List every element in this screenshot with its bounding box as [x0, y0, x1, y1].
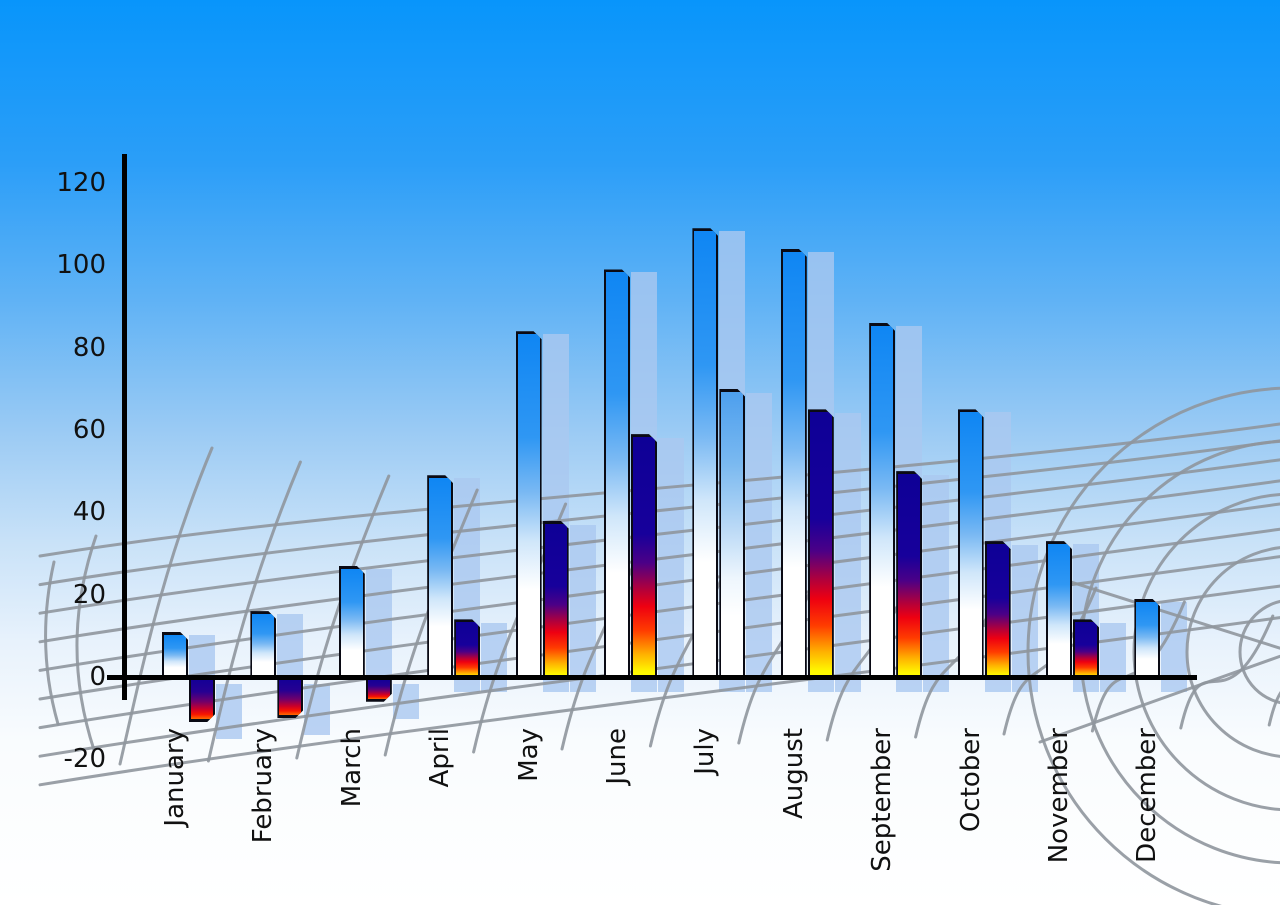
bar-february-series1 [250, 611, 276, 679]
bar-december-series1 [1134, 599, 1160, 679]
bar-april-series2 [454, 619, 480, 679]
bar-october-series2 [985, 541, 1011, 679]
bar-may-series2 [543, 521, 569, 679]
bar-july-series1 [692, 228, 718, 679]
bar-june-series2 [631, 434, 657, 679]
bar-august-series1 [781, 249, 807, 679]
bar-february-series2 [277, 680, 303, 718]
bar-november-series1 [1046, 541, 1072, 679]
bar-january-series1 [162, 632, 188, 679]
bar-march-series1 [339, 566, 365, 679]
bar-june-series1 [604, 269, 630, 679]
bar-july-series2 [719, 389, 745, 679]
bar-march-series2 [366, 680, 392, 702]
bar-may-series1 [516, 331, 542, 679]
bar-august-series2 [808, 409, 834, 679]
bar-april-series1 [427, 475, 453, 679]
y-axis-line [122, 154, 127, 700]
bar-november-series2 [1073, 619, 1099, 679]
bar-october-series1 [958, 409, 984, 679]
zero-line [107, 675, 1197, 680]
bar-september-series1 [869, 323, 895, 679]
bar-january-series2 [189, 680, 215, 722]
bar-september-series2 [896, 471, 922, 679]
